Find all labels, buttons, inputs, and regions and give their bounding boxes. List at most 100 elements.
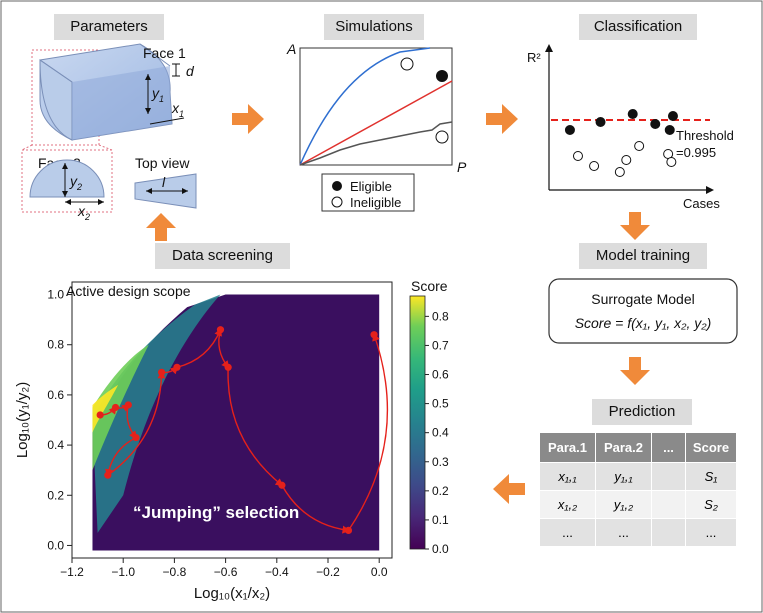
table-cell: y₁,₂ bbox=[595, 490, 652, 519]
colorbar-tick-label: 0.4 bbox=[432, 426, 449, 440]
threshold-value: =0.995 bbox=[676, 145, 716, 160]
selection-jump-arrow bbox=[176, 327, 222, 368]
table-row: x₁,₁ y₁,₁ S₁ bbox=[539, 462, 737, 491]
header-classification: Classification bbox=[579, 14, 697, 40]
r2-eligible-point bbox=[564, 125, 575, 135]
x1-subscript: 1 bbox=[179, 109, 184, 119]
x-tick-label: −1.2 bbox=[60, 565, 84, 579]
x2-label: x bbox=[77, 203, 86, 219]
selection-jump-arrow bbox=[227, 367, 284, 487]
table-header-row: Para.1 Para.2 ... Score bbox=[539, 432, 737, 463]
table-cell: x₁,₁ bbox=[539, 462, 596, 491]
colorbar-tick-label: 0.8 bbox=[432, 309, 449, 323]
table-cell bbox=[651, 462, 686, 491]
surrogate-model-formula: Score = f(x₁, y₁, x₂, y₂) bbox=[575, 315, 712, 331]
y-tick-label: 0.4 bbox=[47, 438, 64, 452]
cls-y-axis-label: R² bbox=[527, 50, 541, 65]
selection-point bbox=[96, 411, 104, 419]
table-row: x₁,₂ y₁,₂ S₂ bbox=[539, 490, 737, 519]
r2-ineligible-point bbox=[589, 161, 600, 171]
selection-jump-arrow bbox=[281, 484, 351, 534]
table-cell bbox=[651, 490, 686, 519]
x1-label: x bbox=[171, 100, 180, 116]
col-header: Para.2 bbox=[595, 432, 652, 463]
header-data-screening: Data screening bbox=[155, 243, 290, 269]
header-simulations: Simulations bbox=[324, 14, 424, 40]
classification-points bbox=[564, 109, 678, 177]
x-tick-label: −1.0 bbox=[111, 565, 135, 579]
legend-eligible-label: Eligible bbox=[350, 179, 392, 194]
y-tick-label: 0.8 bbox=[47, 338, 64, 352]
formula-lhs: Score bbox=[575, 315, 612, 331]
top-view-label: Top view bbox=[135, 155, 190, 171]
selection-point bbox=[173, 363, 181, 371]
x-tick-label: −0.6 bbox=[214, 565, 238, 579]
simulations-panel: A P Eligible Ineligible bbox=[286, 41, 467, 212]
r2-eligible-point bbox=[627, 109, 638, 119]
header-parameters: Parameters bbox=[54, 14, 164, 40]
surrogate-model-title: Surrogate Model bbox=[591, 291, 695, 307]
cls-y-arrow-icon bbox=[545, 44, 553, 52]
design-scope-chart: −1.2 −1.0 −0.8 −0.6 −0.4 −0.2 0.0 0.0 0.2 0.4 0.6… bbox=[14, 278, 449, 602]
y-tick-label: 1.0 bbox=[47, 288, 64, 302]
parameters-panel: Face 1 d y1 x1 Face 2 Top view y2 x2 l bbox=[21, 43, 197, 222]
face1-outline bbox=[31, 49, 100, 146]
y-axis-label-text: Log₁₀(y₁/y₂) bbox=[14, 382, 31, 458]
simulation-plot-frame bbox=[299, 47, 453, 166]
x-axis-label-text: Log₁₀(x₁/x₂) bbox=[194, 585, 270, 602]
sim-x-axis-label: P bbox=[457, 159, 467, 175]
x-tick-label: 0.0 bbox=[371, 565, 388, 579]
selection-jump-arrow bbox=[107, 370, 166, 476]
y1-label: y bbox=[151, 85, 160, 101]
colorbar-tick-label: 0.1 bbox=[432, 513, 449, 527]
legend-eligible-marker bbox=[332, 181, 342, 191]
selection-point bbox=[124, 401, 132, 409]
colorbar-tick-label: 0.2 bbox=[432, 484, 449, 498]
flow-arrows bbox=[146, 104, 650, 504]
cls-x-arrow-icon bbox=[706, 186, 714, 194]
x-tick-label: −0.2 bbox=[316, 565, 340, 579]
chart-x-axis-label: Log₁₀(x₁/x₂) bbox=[194, 585, 270, 602]
y2-label: y bbox=[69, 173, 78, 189]
table-cell: S₂ bbox=[685, 490, 737, 519]
selection-point bbox=[104, 471, 112, 479]
surrogate-model-box bbox=[548, 278, 738, 344]
selection-point bbox=[111, 403, 120, 412]
r2-ineligible-point bbox=[572, 151, 583, 161]
selection-jump-arrow bbox=[347, 332, 389, 531]
jumping-selection-label: “Jumping” selection bbox=[133, 503, 299, 522]
arrow-down-1 bbox=[620, 212, 650, 240]
formula-rhs: = f(x₁, y₁, x₂, y₂) bbox=[611, 315, 711, 331]
arrow-down-2 bbox=[620, 357, 650, 385]
r2-eligible-point bbox=[595, 117, 606, 127]
y-axis-ticks: 0.0 0.2 0.4 0.6 0.8 1.0 bbox=[47, 288, 72, 552]
selection-point bbox=[158, 368, 166, 376]
selection-point bbox=[278, 481, 286, 489]
table-cell bbox=[651, 518, 686, 547]
ineligible-marker-1 bbox=[400, 57, 414, 71]
svg-text:x1: x1 bbox=[171, 100, 184, 119]
eligible-marker-1 bbox=[436, 70, 448, 82]
jumping-selection-path bbox=[96, 326, 389, 535]
table-cell: S₁ bbox=[685, 462, 737, 491]
r2-ineligible-point bbox=[634, 141, 645, 151]
colorbar-tick-label: 0.6 bbox=[432, 368, 449, 382]
arrow-left-1 bbox=[493, 474, 525, 504]
svg-text:x2: x2 bbox=[77, 203, 90, 222]
colorbar-tick-label: 0.5 bbox=[432, 397, 449, 411]
colorbar-label: Score bbox=[411, 278, 448, 294]
x2-subscript: 2 bbox=[84, 212, 90, 222]
colorbar-tick-label: 0.7 bbox=[432, 338, 449, 352]
ineligible-marker-2 bbox=[435, 130, 449, 144]
classification-panel: R² Cases Threshold =0.995 bbox=[527, 44, 734, 211]
colorbar-tick-label: 0.0 bbox=[432, 542, 449, 556]
l-label: l bbox=[162, 174, 166, 190]
table-cell: ... bbox=[539, 518, 596, 547]
table-cell: x₁,₂ bbox=[539, 490, 596, 519]
y-tick-label: 0.2 bbox=[47, 488, 64, 502]
face2-outline bbox=[21, 149, 113, 213]
r2-ineligible-point bbox=[621, 155, 632, 165]
col-header: Para.1 bbox=[539, 432, 596, 463]
